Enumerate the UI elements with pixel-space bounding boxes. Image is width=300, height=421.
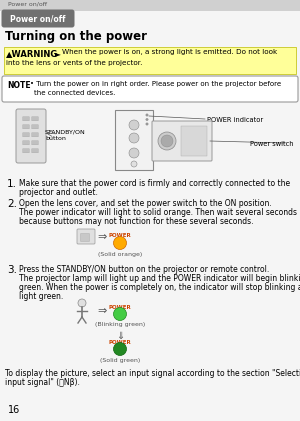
Text: 2.: 2. [7, 199, 17, 209]
FancyBboxPatch shape [23, 149, 29, 153]
Bar [115, 110, 153, 170]
Text: Power switch: Power switch [250, 141, 293, 147]
Text: The projector lamp will light up and the POWER indicator will begin blinking: The projector lamp will light up and the… [19, 274, 300, 283]
Circle shape [129, 148, 139, 158]
Text: (Blinking green): (Blinking green) [95, 322, 145, 327]
Circle shape [113, 307, 127, 320]
Circle shape [131, 161, 137, 167]
Circle shape [146, 123, 148, 125]
FancyBboxPatch shape [32, 133, 38, 137]
Text: The power indicator will light to solid orange. Then wait several seconds: The power indicator will light to solid … [19, 208, 297, 217]
Circle shape [146, 118, 148, 121]
Text: (Solid green): (Solid green) [100, 358, 140, 363]
FancyBboxPatch shape [2, 76, 298, 102]
Circle shape [113, 343, 127, 355]
Text: NOTE: NOTE [7, 81, 31, 90]
Text: ⇓: ⇓ [116, 331, 124, 341]
Text: POWER: POWER [109, 233, 131, 238]
Text: Power on/off: Power on/off [10, 15, 66, 24]
FancyBboxPatch shape [80, 234, 89, 242]
Text: Power on/off: Power on/off [8, 2, 47, 7]
Circle shape [113, 237, 127, 250]
Bar [4, 47, 296, 74]
FancyBboxPatch shape [77, 229, 95, 244]
Text: 1.: 1. [7, 179, 17, 189]
Text: (Solid orange): (Solid orange) [98, 252, 142, 257]
Text: Turning on the power: Turning on the power [5, 30, 147, 43]
FancyBboxPatch shape [23, 117, 29, 121]
Text: POWER indicator: POWER indicator [207, 117, 263, 123]
Text: ⇒: ⇒ [97, 232, 106, 242]
Text: ▲WARNING: ▲WARNING [6, 49, 58, 58]
Text: 16: 16 [8, 405, 20, 415]
FancyBboxPatch shape [16, 109, 46, 163]
Circle shape [129, 133, 139, 143]
FancyBboxPatch shape [2, 10, 74, 27]
Bar [181, 126, 207, 156]
Text: • Turn the power on in right order. Please power on the projector before: • Turn the power on in right order. Plea… [30, 81, 281, 87]
FancyBboxPatch shape [32, 117, 38, 121]
Text: To display the picture, select an input signal according to the section "Selecti: To display the picture, select an input … [5, 369, 300, 378]
Text: Open the lens cover, and set the power switch to the ON position.: Open the lens cover, and set the power s… [19, 199, 272, 208]
Text: projector and outlet.: projector and outlet. [19, 188, 98, 197]
Text: green. When the power is completely on, the indicator will stop blinking and: green. When the power is completely on, … [19, 283, 300, 292]
FancyBboxPatch shape [23, 133, 29, 137]
Text: because buttons may not function for these several seconds.: because buttons may not function for the… [19, 217, 254, 226]
FancyBboxPatch shape [32, 125, 38, 129]
Text: input signal" (⌹Nβ).: input signal" (⌹Nβ). [5, 378, 80, 387]
Circle shape [146, 114, 148, 116]
Text: the connected devices.: the connected devices. [34, 90, 116, 96]
Text: 3.: 3. [7, 265, 17, 275]
Text: POWER: POWER [109, 305, 131, 310]
FancyBboxPatch shape [32, 149, 38, 153]
Circle shape [78, 299, 86, 307]
Circle shape [158, 132, 176, 150]
FancyBboxPatch shape [23, 141, 29, 145]
FancyBboxPatch shape [152, 121, 212, 161]
Text: STANDBY/ON: STANDBY/ON [45, 129, 86, 134]
Text: POWER: POWER [109, 340, 131, 345]
Text: ►: ► [55, 49, 61, 58]
FancyBboxPatch shape [23, 125, 29, 129]
Text: light green.: light green. [19, 292, 63, 301]
Text: into the lens or vents of the projector.: into the lens or vents of the projector. [6, 60, 142, 66]
Bar [0, 0, 300, 11]
Text: Press the STANDBY/ON button on the projector or remote control.: Press the STANDBY/ON button on the proje… [19, 265, 269, 274]
Circle shape [161, 135, 173, 147]
Text: Make sure that the power cord is firmly and correctly connected to the: Make sure that the power cord is firmly … [19, 179, 290, 188]
Text: ⇒: ⇒ [97, 306, 106, 316]
Text: button: button [45, 136, 66, 141]
Circle shape [129, 120, 139, 130]
FancyBboxPatch shape [32, 141, 38, 145]
Text: When the power is on, a strong light is emitted. Do not look: When the power is on, a strong light is … [62, 49, 277, 55]
